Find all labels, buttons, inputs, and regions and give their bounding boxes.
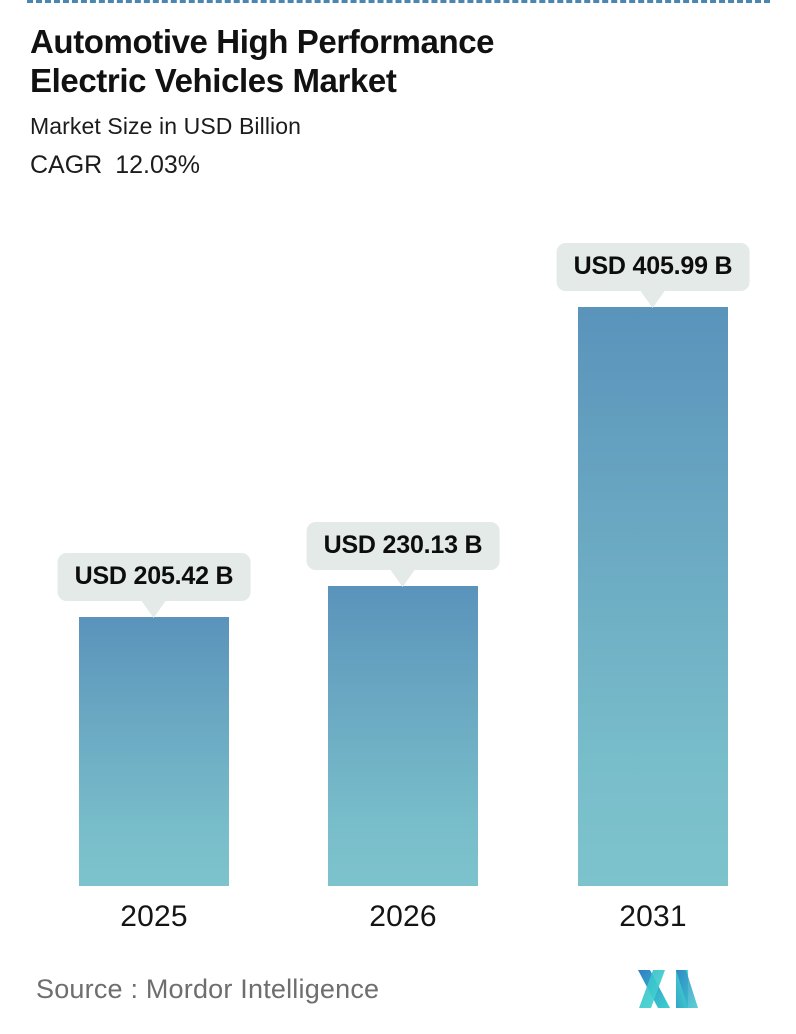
data-label-2031: USD 405.99 B [556,243,750,291]
cagr-row: CAGR 12.03% [30,151,730,180]
data-label-2025: USD 205.42 B [57,553,251,601]
chart-footer: Source : Mordor Intelligence [0,962,796,1034]
bar-2026[interactable]: USD 230.13 B 2026 [306,522,500,933]
page-title: Automotive High Performance Electric Veh… [30,23,495,100]
cagr-label: CAGR [30,150,103,179]
bar-2025[interactable]: USD 205.42 B 2025 [57,553,251,933]
reference-dashed-line [27,0,770,3]
mordor-intelligence-logo-icon [638,968,698,1010]
data-label-2026: USD 230.13 B [306,522,500,570]
bar-2031[interactable]: USD 405.99 B 2031 [556,243,750,933]
chart-subtitle: Market Size in USD Billion [30,112,302,139]
cagr-value: 12.03% [115,150,201,179]
x-axis-label-2025: 2025 [120,900,188,933]
x-axis-label-2031: 2031 [619,900,687,933]
chart-header: Automotive High Performance Electric Veh… [30,22,730,180]
x-axis-label-2026: 2026 [369,900,437,933]
source-text: Source : Mordor Intelligence [36,974,380,1004]
